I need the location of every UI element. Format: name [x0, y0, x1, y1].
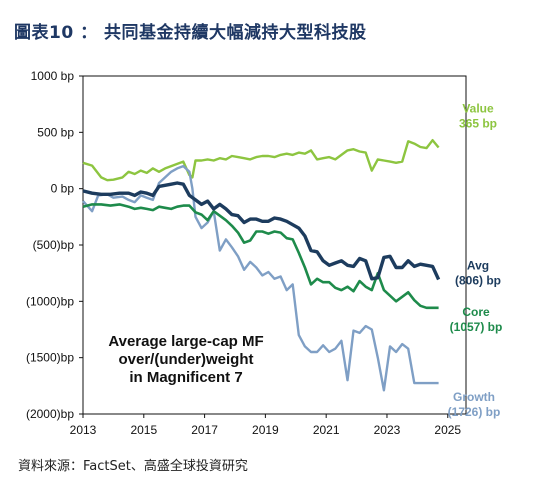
x-tick-label: 2017 — [191, 423, 218, 437]
x-tick-label: 2023 — [374, 423, 401, 437]
y-tick-label: 500 bp — [37, 125, 74, 139]
chart-series — [82, 138, 441, 392]
line-chart: 1000 bp 500 bp 0 bp (500)bp (1000)bp (1500)bp… — [26, 69, 503, 437]
series-labels: Value 365 bp Growth (1726) bp Core (1057) bp A… — [448, 102, 503, 420]
series-label-growth: Growth (1726) bp — [448, 390, 501, 419]
y-tick-label: (1000)bp — [26, 294, 74, 308]
chart-annotation: Average large-cap MF over/(under)weight in… — [108, 333, 263, 386]
x-tick-label: 2025 — [434, 423, 461, 437]
y-tick-label: 1000 bp — [31, 69, 75, 83]
x-tick-label: 2015 — [130, 423, 157, 437]
series-line-growth — [82, 164, 439, 392]
chart-axes: 1000 bp 500 bp 0 bp (500)bp (1000)bp (1500)bp… — [26, 69, 467, 437]
x-tick-label: 2021 — [313, 423, 340, 437]
series-line-value — [82, 138, 440, 182]
series-label-core: Core (1057) bp — [450, 305, 503, 334]
series-label-avg: Avg (806) bp — [455, 258, 501, 287]
series-line-avg — [82, 181, 441, 281]
series-label-value: Value 365 bp — [459, 102, 497, 131]
y-tick-label: (1500)bp — [26, 351, 74, 365]
y-tick-label: (2000)bp — [26, 407, 74, 421]
chart-title: 圖表10 ： 共同基金持續大幅減持大型科技股 — [14, 23, 367, 43]
y-tick-label: 0 bp — [51, 182, 75, 196]
source-note: 資料來源：FactSet、高盛全球投資研究 — [18, 459, 248, 474]
x-tick-label: 2013 — [70, 423, 97, 437]
series-line-core — [82, 203, 439, 310]
x-tick-label: 2019 — [252, 423, 279, 437]
y-tick-label: (500)bp — [33, 238, 75, 252]
